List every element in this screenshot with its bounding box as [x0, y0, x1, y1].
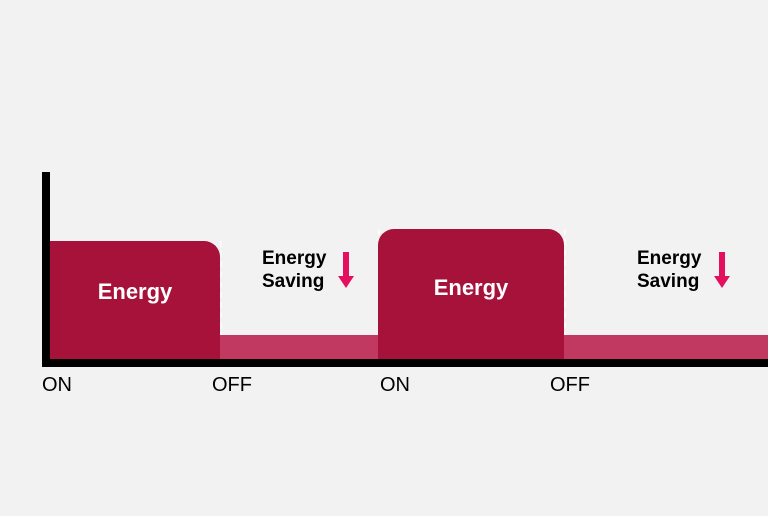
saving-label-2-line1: Energy	[637, 248, 701, 269]
segment-saving-2	[564, 335, 768, 359]
segment-energy-2: Energy	[378, 229, 564, 359]
segment-energy-1: Energy	[50, 241, 220, 359]
saving-label-1-line1: Energy	[262, 248, 326, 269]
energy-label-2: Energy	[378, 275, 564, 301]
saving-label-1: Energy Saving	[262, 248, 326, 294]
saving-label-2: Energy Saving	[637, 248, 701, 294]
energy-chart: Energy Energy Saving Energy Energy Savin…	[42, 172, 768, 367]
x-label-on-1: ON	[42, 374, 72, 397]
arrow-down-icon-2	[714, 252, 730, 288]
segment-saving-1	[220, 335, 378, 359]
arrow-down-icon-1	[338, 252, 354, 288]
saving-label-2-line2: Saving	[637, 271, 699, 292]
saving-label-1-line2: Saving	[262, 271, 324, 292]
x-label-on-2: ON	[380, 374, 410, 397]
y-axis	[42, 172, 50, 367]
energy-label-1: Energy	[50, 279, 220, 305]
x-label-off-2: OFF	[550, 374, 590, 397]
x-label-off-1: OFF	[212, 374, 252, 397]
x-axis	[42, 359, 768, 367]
